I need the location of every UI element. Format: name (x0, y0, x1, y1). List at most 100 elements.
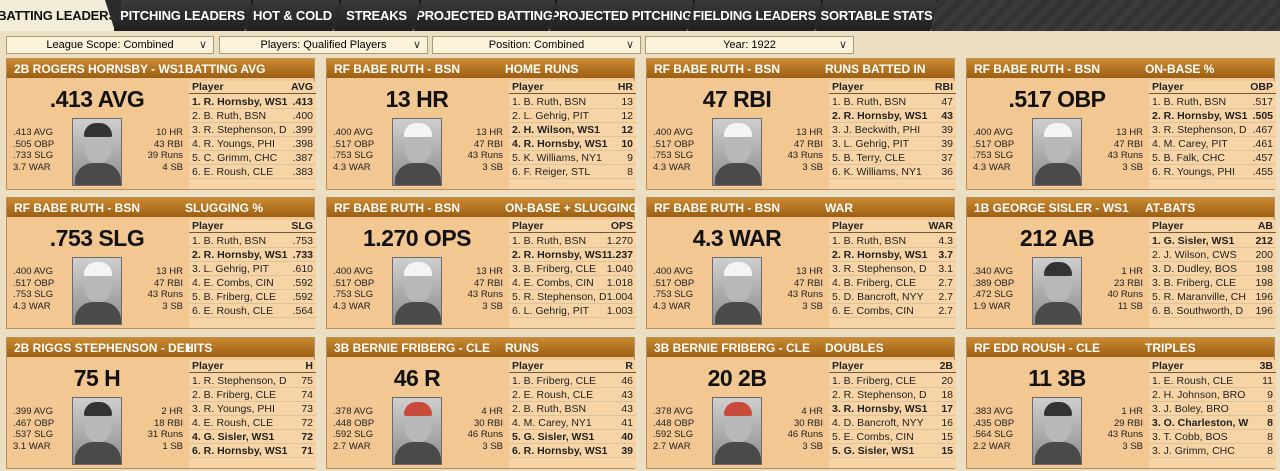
leader-name[interactable]: 6. E. Roush, CLE (192, 166, 274, 178)
leader-row[interactable]: 2. E. Roush, CLE 43 (509, 388, 636, 402)
leader-row[interactable]: 1. B. Ruth, BSN .753 (189, 234, 316, 248)
leader-name[interactable]: 2. H. Johnson, BRO (1152, 389, 1246, 401)
leader-row[interactable]: 4. M. Carey, NY1 41 (509, 416, 636, 430)
leader-name[interactable]: 5. E. Combs, CIN (832, 431, 914, 443)
column-header-player[interactable]: Player (1152, 360, 1184, 372)
leader-row[interactable]: 5. E. Combs, CIN 15 (829, 430, 956, 444)
leader-name[interactable]: 3. L. Gehrig, PIT (832, 138, 910, 150)
leader-name[interactable]: 1. G. Sisler, WS1 (1152, 235, 1235, 247)
leader-row[interactable]: 2. R. Hornsby, WS1 .505 (1149, 109, 1276, 123)
leader-row[interactable]: 5. B. Terry, CLE 37 (829, 151, 956, 165)
column-header-stat[interactable]: 2B (939, 360, 953, 372)
leader-row[interactable]: 3. R. Hornsby, WS1 17 (829, 402, 956, 416)
column-header-stat[interactable]: SLG (291, 220, 313, 232)
leader-row[interactable]: 2. R. Stephenson, D 18 (829, 388, 956, 402)
column-header-player[interactable]: Player (512, 360, 544, 372)
column-header-stat[interactable]: 3B (1259, 360, 1273, 372)
leader-name[interactable]: 4. R. Hornsby, WS1 (512, 138, 608, 150)
column-header-stat[interactable]: H (305, 360, 313, 372)
leader-name[interactable]: 2. B. Friberg, CLE (192, 389, 277, 401)
player-photo[interactable] (1032, 118, 1082, 186)
player-photo[interactable] (72, 397, 122, 465)
column-header-player[interactable]: Player (192, 81, 224, 93)
player-photo[interactable] (72, 257, 122, 325)
column-header-player[interactable]: Player (192, 360, 224, 372)
leader-name[interactable]: 1. B. Ruth, BSN (512, 96, 587, 108)
leader-row[interactable]: 1. E. Roush, CLE 11 (1149, 374, 1276, 388)
leader-row[interactable]: 2. L. Gehrig, PIT 12 (509, 109, 636, 123)
leader-row[interactable]: 3. J. Boley, BRO 8 (1149, 402, 1276, 416)
player-photo[interactable] (1032, 257, 1082, 325)
card-player-link[interactable]: RF BABE RUTH - BSN (334, 62, 460, 76)
leader-name[interactable]: 6. R. Hornsby, WS1 (192, 445, 288, 457)
leader-row[interactable]: 1. B. Ruth, BSN 1.270 (509, 234, 636, 248)
leader-row[interactable]: 4. G. Sisler, WS1 72 (189, 430, 316, 444)
leader-name[interactable]: 3. D. Dudley, BOS (1152, 263, 1238, 275)
column-header-stat[interactable]: HR (617, 81, 633, 93)
year-select[interactable]: Year: 1922 ∨ (645, 36, 854, 54)
leader-name[interactable]: 6. E. Roush, CLE (192, 305, 274, 317)
leader-row[interactable]: 6. E. Roush, CLE .564 (189, 304, 316, 318)
league-scope-select[interactable]: League Scope: Combined ∨ (6, 36, 214, 54)
leader-row[interactable]: 1. B. Ruth, BSN 47 (829, 95, 956, 109)
leader-name[interactable]: 3. R. Hornsby, WS1 (832, 403, 928, 415)
leader-name[interactable]: 1. E. Roush, CLE (1152, 375, 1234, 387)
leader-name[interactable]: 6. R. Youngs, PHI (1152, 166, 1235, 178)
leader-name[interactable]: 3. T. Cobb, BOS (1152, 431, 1228, 443)
leader-name[interactable]: 1. B. Friberg, CLE (512, 375, 597, 387)
leader-row[interactable]: 2. B. Friberg, CLE 74 (189, 388, 316, 402)
leader-row[interactable]: 6. B. Southworth, D 196 (1149, 304, 1276, 318)
tab-projected-batting[interactable]: PROJECTED BATTING (414, 0, 556, 31)
leader-name[interactable]: 2. R. Hornsby, WS1 (512, 249, 608, 261)
column-header-player[interactable]: Player (1152, 81, 1184, 93)
column-header-player[interactable]: Player (192, 220, 224, 232)
player-photo[interactable] (712, 397, 762, 465)
leader-name[interactable]: 2. B. Ruth, BSN (192, 110, 267, 122)
leader-row[interactable]: 2. B. Ruth, BSN 43 (509, 402, 636, 416)
leader-row[interactable]: 2. R. Hornsby, WS1 1.237 (509, 248, 636, 262)
leader-row[interactable]: 5. K. Williams, NY1 9 (509, 151, 636, 165)
leader-name[interactable]: 2. R. Hornsby, WS1 (832, 110, 928, 122)
leader-row[interactable]: 4. E. Roush, CLE 72 (189, 416, 316, 430)
leader-row[interactable]: 5. R. Stephenson, D 1.004 (509, 290, 636, 304)
leader-row[interactable]: 5. G. Sisler, WS1 40 (509, 430, 636, 444)
leader-name[interactable]: 6. R. Hornsby, WS1 (512, 445, 608, 457)
leader-name[interactable]: 2. R. Hornsby, WS1 (832, 249, 928, 261)
leader-name[interactable]: 1. B. Ruth, BSN (832, 235, 907, 247)
leader-row[interactable]: 1. B. Friberg, CLE 46 (509, 374, 636, 388)
leader-name[interactable]: 4. E. Roush, CLE (192, 417, 274, 429)
leader-name[interactable]: 4. D. Bancroft, NYY (832, 417, 924, 429)
leader-name[interactable]: 2. B. Ruth, BSN (512, 403, 587, 415)
leader-name[interactable]: 3. R. Stephenson, D (192, 124, 287, 136)
leader-row[interactable]: 3. R. Youngs, PHI 73 (189, 402, 316, 416)
card-player-link[interactable]: 2B RIGGS STEPHENSON - DE1 (14, 341, 192, 355)
leader-row[interactable]: 1. R. Hornsby, WS1 .413 (189, 95, 316, 109)
leader-row[interactable]: 4. E. Combs, CIN .592 (189, 276, 316, 290)
leader-name[interactable]: 5. B. Terry, CLE (832, 152, 906, 164)
leader-row[interactable]: 3. L. Gehrig, PIT 39 (829, 137, 956, 151)
leader-row[interactable]: 3. R. Stephenson, D .399 (189, 123, 316, 137)
leader-row[interactable]: 6. L. Gehrig, PIT 1.003 (509, 304, 636, 318)
leader-name[interactable]: 4. B. Friberg, CLE (832, 277, 917, 289)
card-player-link[interactable]: 2B ROGERS HORNSBY - WS1 (14, 62, 185, 76)
tab-pitching-leaders[interactable]: PITCHING LEADERS (114, 0, 252, 31)
leader-name[interactable]: 3. J. Boley, BRO (1152, 403, 1229, 415)
column-header-player[interactable]: Player (832, 81, 864, 93)
leader-name[interactable]: 4. G. Sisler, WS1 (192, 431, 275, 443)
leader-name[interactable]: 2. E. Roush, CLE (512, 389, 594, 401)
leader-name[interactable]: 3. O. Charleston, W (1152, 417, 1249, 429)
leader-row[interactable]: 2. R. Hornsby, WS1 43 (829, 109, 956, 123)
leader-row[interactable]: 3. L. Gehrig, PIT .610 (189, 262, 316, 276)
card-player-link[interactable]: RF EDD ROUSH - CLE (974, 341, 1100, 355)
player-photo[interactable] (392, 257, 442, 325)
leader-row[interactable]: 6. R. Hornsby, WS1 71 (189, 444, 316, 458)
card-player-link[interactable]: RF BABE RUTH - BSN (974, 62, 1100, 76)
leader-name[interactable]: 2. L. Gehrig, PIT (512, 110, 590, 122)
column-header-stat[interactable]: OPS (610, 220, 633, 232)
leader-row[interactable]: 4. D. Bancroft, NYY 16 (829, 416, 956, 430)
leader-name[interactable]: 1. B. Ruth, BSN (192, 235, 267, 247)
leader-name[interactable]: 3. L. Gehrig, PIT (192, 263, 270, 275)
leader-row[interactable]: 2. H. Johnson, BRO 9 (1149, 388, 1276, 402)
column-header-stat[interactable]: OBP (1250, 81, 1273, 93)
leader-row[interactable]: 3. T. Cobb, BOS 8 (1149, 430, 1276, 444)
